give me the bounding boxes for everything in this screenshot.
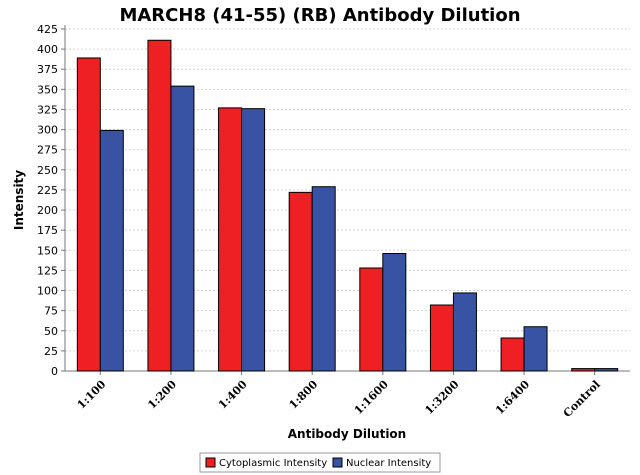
bar: [429, 304, 454, 372]
legend-swatch: [332, 457, 343, 468]
y-tick-label: 425: [37, 23, 58, 36]
y-axis-label: Intensity: [12, 170, 26, 230]
y-tick-label: 250: [37, 164, 58, 177]
y-tick-label: 300: [37, 124, 58, 137]
y-tick-label: 100: [37, 285, 58, 298]
x-axis-label: Antibody Dilution: [288, 427, 406, 441]
bars: [76, 39, 619, 372]
x-tick-labels: 1:100 1:200 1:400 1:800 1:1600 1:3200 1:6400 Co…: [75, 378, 603, 420]
bar: [147, 39, 172, 372]
y-tick-label: 400: [37, 43, 58, 56]
bar: [76, 57, 101, 372]
x-tick-label: 1:200: [145, 378, 179, 412]
y-tick-label: 175: [37, 224, 58, 237]
bar: [452, 292, 477, 372]
y-tick-label: 75: [44, 305, 58, 318]
bar: [241, 108, 266, 372]
y-tick-label: 200: [37, 204, 58, 217]
x-tick-label: 1:6400: [493, 378, 532, 417]
bar: [288, 191, 313, 372]
x-tick-label: 1:1600: [352, 378, 391, 417]
legend: Cytoplasmic Intensity Nuclear Intensity: [199, 452, 441, 473]
legend-swatch: [205, 457, 216, 468]
y-tick-label: 150: [37, 244, 58, 257]
y-tick-label: 125: [37, 264, 58, 277]
y-tick-label: 0: [51, 365, 58, 378]
y-tick-label: 225: [37, 184, 58, 197]
legend-label: Nuclear Intensity: [346, 458, 431, 469]
bar: [359, 267, 384, 372]
x-tick-label: 1:100: [75, 378, 109, 412]
chart-title: MARCH8 (41-55) (RB) Antibody Dilution: [119, 5, 520, 26]
x-tick-label: 1:800: [287, 378, 321, 412]
bar: [382, 253, 407, 372]
y-tick-labels: 0 25 50 75 100 125 150 175 200 225 250 275 300 325 350…: [37, 23, 58, 378]
bar: [500, 337, 525, 372]
bar: [594, 368, 619, 372]
y-tick-label: 25: [44, 345, 58, 358]
legend-box: [199, 452, 441, 473]
legend-label: Cytoplasmic Intensity: [219, 458, 327, 469]
x-tick-label: 1:400: [216, 378, 250, 412]
y-tick-label: 325: [37, 103, 58, 116]
y-tick-label: 350: [37, 83, 58, 96]
y-tick-label: 375: [37, 63, 58, 76]
bar: [523, 326, 548, 372]
axes: [61, 25, 630, 375]
bar: [99, 129, 124, 372]
bar: [170, 85, 195, 372]
x-tick-label: 1:3200: [422, 378, 461, 417]
y-tick-label: 275: [37, 144, 58, 157]
y-tick-label: 50: [44, 325, 58, 338]
x-tick-label: Control: [561, 378, 603, 420]
bar: [218, 107, 243, 372]
bar: [311, 186, 336, 372]
bar: [571, 368, 596, 372]
